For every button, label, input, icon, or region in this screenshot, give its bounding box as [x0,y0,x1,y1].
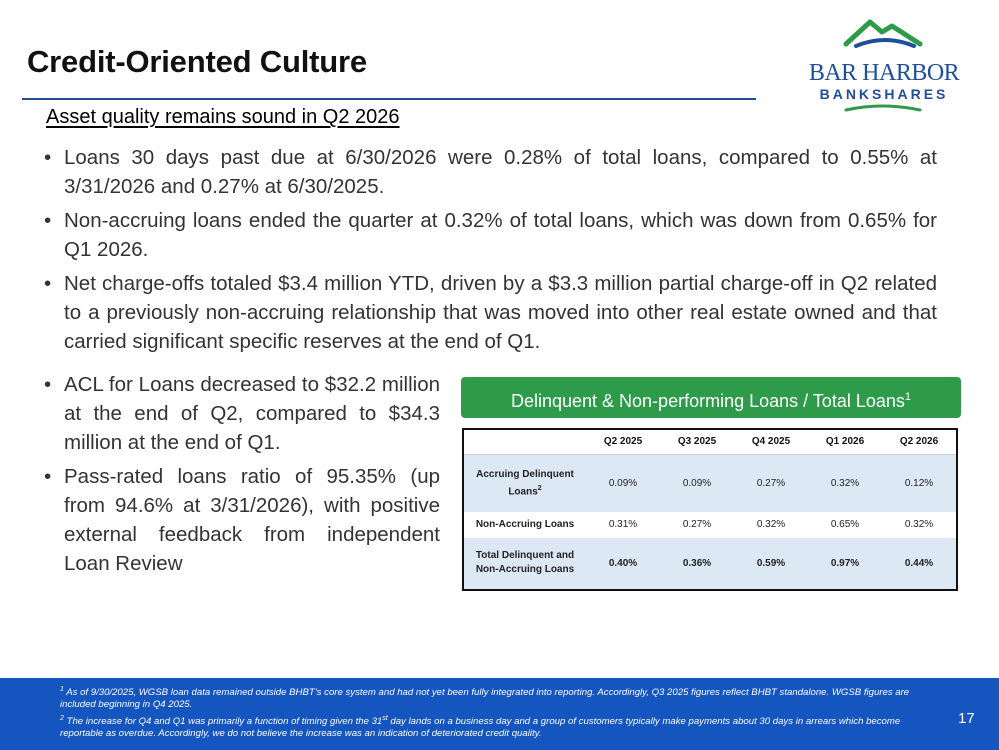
mountain-logo-icon [843,19,923,48]
bullet-item: Net charge-offs totaled $3.4 million YTD… [42,269,937,356]
footnote-ordinal: st [382,715,388,722]
bullet-item: ACL for Loans decreased to $32.2 million… [42,370,440,457]
bullet-item: Non-accruing loans ended the quarter at … [42,206,937,264]
row-label: Non-Accruing Loans [475,518,575,530]
header-blank [464,430,586,455]
table-title-footnote-mark: 1 [904,391,912,403]
table-row-total: Total Delinquent and Non-Accruing Loans … [464,537,956,589]
slide-title: Credit-Oriented Culture [27,44,367,79]
table-row: Non-Accruing Loans 0.31% 0.27% 0.32% 0.6… [464,512,956,538]
table-cell: 0.32% [904,519,934,531]
table-cell: 0.59% [734,537,808,589]
table-row: Accruing Delinquent Loans2 0.09% 0.09% 0… [464,454,956,513]
bullet-item: Pass-rated loans ratio of 95.35% (up fro… [42,462,440,578]
table-cell: 0.44% [882,537,956,589]
table-cell: 0.27% [682,519,712,531]
table-cell: 0.32% [756,519,786,531]
bar-harbor-logo: BAR HARBOR BANKSHARES [800,16,965,112]
table-cell: 0.32% [808,454,882,513]
footnote-text-cont: day lands on a business day and a group … [60,716,901,740]
logo-swoosh-icon [844,104,922,112]
table-cell: 0.09% [660,454,734,513]
column-header: Q1 2026 [808,430,882,455]
table-cell: 0.65% [830,519,860,531]
table-title-banner: Delinquent & Non-performing Loans / Tota… [461,377,961,418]
table-cell: 0.09% [586,454,660,513]
footnote-text: The increase for Q4 and Q1 was primarily… [66,716,383,728]
table-title: Delinquent & Non-performing Loans / Tota… [510,391,905,411]
footnote-mark: 1 [60,686,64,693]
footnote-mark: 2 [60,715,64,722]
column-header: Q4 2025 [734,430,808,455]
table-cell: 0.27% [734,454,808,513]
table-cell: 0.12% [882,454,956,513]
logo-subwordmark: BANKSHARES [819,86,949,102]
table-cell: 0.36% [660,537,734,589]
footnote-2: 2 The increase for Q4 and Q1 was primari… [60,713,940,740]
column-header: Q2 2025 [586,430,660,455]
loans-table-container: Q2 2025 Q3 2025 Q4 2025 Q1 2026 Q2 2026 … [462,428,958,591]
bullet-list-left: ACL for Loans decreased to $32.2 million… [42,370,440,583]
row-label-footnote-mark: 2 [537,484,542,492]
table-cell: 0.31% [608,519,638,531]
row-label-text: Accruing Delinquent Loans [476,468,574,497]
table-header-row: Q2 2025 Q3 2025 Q4 2025 Q1 2026 Q2 2026 [464,430,956,455]
footnote-text: As of 9/30/2025, WGSB loan data remained… [60,687,910,711]
row-label: Total Delinquent and Non-Accruing Loans [464,537,586,589]
column-header: Q2 2026 [882,430,956,455]
table-cell: 0.97% [808,537,882,589]
footnote-1: 1 As of 9/30/2025, WGSB loan data remain… [60,684,940,711]
column-header: Q3 2025 [660,430,734,455]
row-label: Accruing Delinquent Loans2 [464,454,586,513]
footer-bar: 1 As of 9/30/2025, WGSB loan data remain… [0,678,999,750]
bullet-list: Loans 30 days past due at 6/30/2026 were… [42,143,937,361]
title-divider [22,98,756,100]
bullet-item: Loans 30 days past due at 6/30/2026 were… [42,143,937,201]
section-subheading: Asset quality remains sound in Q2 2026 [46,106,400,128]
loans-table: Q2 2025 Q3 2025 Q4 2025 Q1 2026 Q2 2026 … [464,430,956,589]
table-cell: 0.40% [586,537,660,589]
page-number: 17 [958,710,975,727]
logo-wordmark: BAR HARBOR [808,60,960,86]
